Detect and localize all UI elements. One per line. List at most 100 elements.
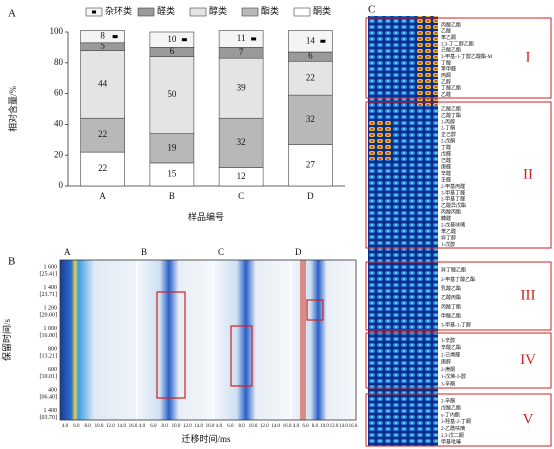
x-tick-label: A bbox=[99, 191, 106, 201]
y-tick-label: 1 400 bbox=[44, 408, 58, 414]
y-tick-label: 40 bbox=[54, 118, 64, 128]
x-tick-label: 14.0 bbox=[117, 424, 126, 429]
legend-label: 醛类 bbox=[157, 5, 175, 16]
compound-name: 2-戊基呋喃 bbox=[441, 222, 465, 229]
compound-name: 3-羟基-2-丁酮 bbox=[441, 418, 471, 425]
x-tick-label: 14.0 bbox=[194, 424, 203, 429]
y-tick-label: [13.21] bbox=[40, 353, 58, 359]
compound-name: 丙酮 bbox=[441, 73, 451, 79]
value-label: 5 bbox=[100, 41, 105, 51]
x-tick-label: 4.0 bbox=[216, 424, 223, 429]
x-tick-label: 6.0 bbox=[73, 424, 80, 429]
x-tick-label: 12.0 bbox=[260, 424, 269, 429]
compound-name: 2,3-丁二醇乙酯 bbox=[441, 40, 474, 47]
group-box bbox=[365, 332, 552, 389]
value-label: 7 bbox=[239, 47, 244, 57]
compound-name: 异丁酸乙酯 bbox=[441, 267, 466, 274]
legend-swatch bbox=[137, 7, 155, 17]
x-tick-label: 12.0 bbox=[183, 424, 192, 429]
y-tick-label: 0 bbox=[59, 180, 64, 190]
y-tick-label: [16.00] bbox=[40, 333, 58, 339]
compound-name: 2-乙酰呋喃 bbox=[441, 425, 465, 432]
x-tick-label: 12.0 bbox=[106, 424, 115, 429]
panel-c: C I丙酸乙酯乙酸苯乙酮2,3-丁二醇乙酯己酸乙酯3-甲基-1-丁醇乙酸酯-M丁… bbox=[365, 4, 552, 447]
compound-name: 1-辛醇 bbox=[441, 337, 455, 344]
compound-name: 2-己烯醛 bbox=[441, 351, 460, 358]
y-tick-label: [23.71] bbox=[40, 292, 58, 298]
y-tick-label: [10.01] bbox=[40, 374, 58, 380]
bar-segment bbox=[218, 57, 264, 119]
x-axis-label: 迁移时间/ms bbox=[181, 433, 231, 444]
compound-name: 苯甲醛 bbox=[441, 66, 456, 73]
compound-name: 丁酸乙酯 bbox=[441, 85, 461, 92]
compound-name: 1-丙醇 bbox=[441, 118, 455, 125]
value-label: 22 bbox=[98, 129, 107, 139]
bar-segment bbox=[149, 56, 195, 134]
legend-swatch bbox=[241, 7, 259, 17]
compound-name: 3-甲基丁醛 bbox=[441, 189, 465, 196]
value-label: 19 bbox=[167, 142, 177, 152]
value-label: 32 bbox=[237, 137, 246, 147]
x-tick-label: 10.0 bbox=[249, 424, 258, 429]
group-label: V bbox=[523, 411, 534, 427]
compound-name: 2-甲基丙醛 bbox=[441, 183, 465, 190]
compound-name: 2-戊酮 bbox=[441, 138, 455, 145]
x-tick-label: 6.0 bbox=[227, 424, 234, 429]
value-label: 10 bbox=[167, 34, 177, 44]
x-tick-label: B bbox=[169, 191, 175, 201]
value-label: 27 bbox=[306, 159, 316, 169]
compound-name: 壬醛 bbox=[441, 176, 451, 183]
bar-segment bbox=[288, 60, 333, 96]
legend-swatch bbox=[189, 7, 207, 17]
compound-name: 正己醇 bbox=[441, 131, 456, 138]
compound-name: 乙酸异戊酯 bbox=[441, 202, 466, 209]
bar-segment bbox=[218, 117, 264, 168]
compound-name: 2-庚酮 bbox=[441, 366, 455, 373]
y-axis-label: 保留时间/s bbox=[1, 319, 12, 362]
bar-segment bbox=[80, 117, 125, 153]
x-tick-label: 4.0 bbox=[62, 424, 69, 429]
compound-name: 己醛 bbox=[441, 157, 451, 164]
bar-segment bbox=[288, 94, 333, 145]
bar-segment bbox=[288, 30, 333, 53]
y-tick-label: 1 200 bbox=[44, 305, 58, 311]
highlight-box bbox=[156, 291, 186, 399]
legend-swatch bbox=[293, 7, 311, 17]
legend-dot bbox=[92, 10, 96, 14]
panel-b: B 保留时间/s 迁移时间/ms A B C D1 600[25.41]1 400[2… bbox=[1, 247, 358, 444]
value-label: 44 bbox=[98, 78, 108, 88]
group-box bbox=[365, 17, 552, 99]
sub-label: A bbox=[64, 247, 71, 257]
compound-name: 2-甲基丁醛 bbox=[441, 196, 465, 203]
bar-segment bbox=[80, 30, 125, 44]
legend-label: 酮类 bbox=[313, 5, 331, 16]
compound-name: 乙酸乙酯 bbox=[441, 105, 461, 112]
compound-name: 丙酸乙酯 bbox=[441, 21, 461, 28]
compound-name: 戊醛 bbox=[441, 151, 451, 158]
compound-name: 1-戊烯-3-醇 bbox=[441, 373, 466, 380]
x-tick-label: 6.0 bbox=[302, 424, 309, 429]
fingerprint-hot bbox=[416, 16, 438, 106]
value-label: 22 bbox=[98, 163, 107, 173]
y-axis-label: 相对含量/% bbox=[7, 85, 18, 132]
bar-segment bbox=[288, 144, 333, 187]
legend-label: 醇类 bbox=[209, 5, 227, 16]
compound-name: 乙酸丙酯 bbox=[441, 294, 461, 301]
highlight-box bbox=[230, 325, 253, 387]
fingerprint-hot bbox=[368, 120, 392, 160]
compound-name: 1-戊醇 bbox=[441, 241, 455, 248]
segment-dot bbox=[251, 37, 257, 41]
compound-name: 乙醛 bbox=[441, 91, 451, 98]
compound-name: 3-甲基-1-丁醇 bbox=[441, 322, 471, 329]
sub-label: B bbox=[141, 247, 147, 257]
x-tick-label: 10.0 bbox=[172, 424, 181, 429]
x-tick-label: 14.0 bbox=[339, 424, 348, 429]
segment-dot bbox=[181, 38, 187, 42]
compound-name: 戊酸乙酯 bbox=[441, 404, 461, 411]
value-label: 39 bbox=[237, 82, 247, 92]
panel-a: 0 20 40 60 80 100 A 22 22 44 58 B 15 19 50 6 10 C 12 32 39 7 1… bbox=[50, 5, 345, 201]
compound-name: 丁醛 bbox=[441, 144, 451, 151]
compound-name: 3-甲基-1-丁醇乙酸酯-M bbox=[441, 53, 493, 60]
compound-name: 苯乙醛 bbox=[441, 228, 456, 235]
